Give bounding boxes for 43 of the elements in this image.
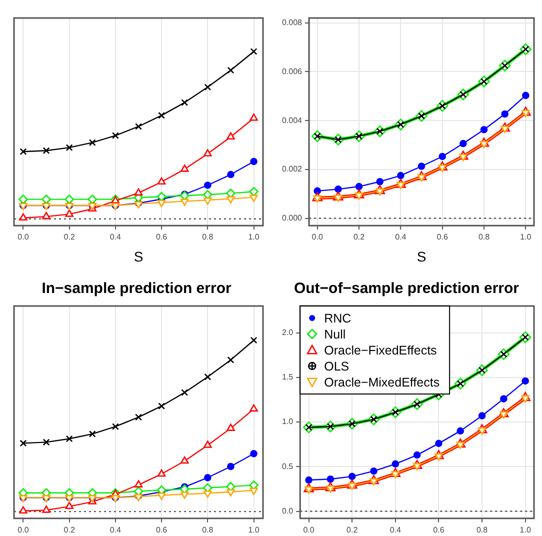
legend-label: Null [324, 327, 346, 342]
y-tick-label: 1.0 [282, 417, 294, 426]
y-tick-label: 0.006 [282, 66, 303, 76]
x-tick-label: 0.6 [436, 232, 448, 242]
chart-title: In−sample prediction error [42, 280, 232, 298]
y-tick-label: 0.0 [282, 506, 294, 516]
x-tick-label: 0.0 [312, 232, 324, 242]
legend-label: Oracle−MixedEffects [324, 375, 440, 390]
x-tick-label: 1.0 [520, 525, 532, 534]
x-tick-label: 0.0 [303, 525, 315, 534]
legend-label: Oracle−FixedEffects [324, 343, 437, 358]
x-axis-title: S [134, 248, 144, 264]
legend-label: RNC [324, 311, 352, 326]
y-tick-label: 0.002 [282, 164, 303, 174]
x-tick-label: 0.0 [18, 232, 30, 242]
legend-label: OLS [324, 359, 350, 374]
y-tick-label: 0.008 [282, 18, 303, 28]
y-tick-label: 0.5 [282, 462, 294, 471]
x-tick-label: 0.2 [64, 525, 76, 534]
x-tick-label: 0.4 [110, 232, 122, 242]
x-axis-title: S [416, 248, 426, 264]
x-tick-label: 0.4 [395, 232, 407, 242]
x-tick-label: 0.8 [202, 525, 214, 534]
y-tick-label: 0.000 [282, 213, 303, 222]
x-tick-label: 0.8 [476, 525, 488, 534]
x-tick-label: 0.6 [156, 232, 168, 242]
x-tick-label: 1.0 [248, 232, 260, 242]
x-tick-label: 0.0 [18, 525, 30, 534]
x-tick-label: 0.8 [478, 232, 490, 242]
y-tick-label: 2.0 [282, 328, 294, 337]
x-tick-label: 0.4 [390, 525, 402, 534]
x-tick-label: 1.0 [520, 232, 532, 242]
x-tick-label: 1.0 [248, 525, 260, 534]
y-tick-label: 1.5 [282, 372, 294, 382]
y-tick-label: 0.004 [282, 116, 303, 125]
x-tick-label: 0.2 [353, 232, 366, 242]
x-tick-label: 0.2 [346, 525, 358, 534]
x-tick-label: 0.4 [110, 525, 122, 534]
x-tick-label: 0.6 [156, 525, 168, 534]
x-tick-label: 0.8 [202, 232, 214, 242]
x-tick-label: 0.6 [433, 525, 445, 534]
chart-title: Out−of−sample prediction error [294, 280, 520, 298]
x-tick-label: 0.2 [64, 232, 76, 242]
